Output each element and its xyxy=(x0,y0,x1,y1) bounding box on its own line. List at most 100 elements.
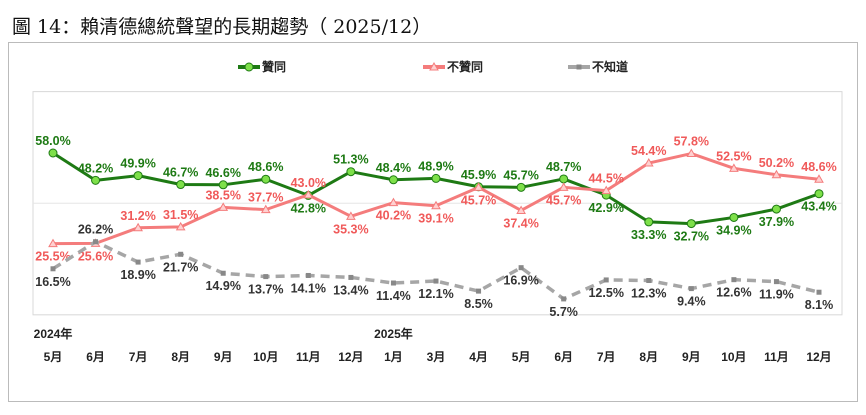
data-point xyxy=(516,205,526,214)
data-point xyxy=(48,148,58,158)
data-label: 45.9% xyxy=(461,168,496,182)
x-tick-label: 3月 xyxy=(427,350,446,364)
data-point xyxy=(218,180,228,190)
data-point xyxy=(263,274,269,280)
data-label: 48.9% xyxy=(418,159,453,173)
data-point xyxy=(814,174,824,183)
data-label: 39.1% xyxy=(418,212,453,226)
data-label: 16.9% xyxy=(503,274,538,288)
data-label: 52.5% xyxy=(716,149,751,163)
data-point xyxy=(176,180,186,190)
data-label: 44.5% xyxy=(588,172,623,186)
data-point xyxy=(688,286,694,292)
data-point xyxy=(175,221,186,231)
data-point xyxy=(305,272,311,278)
data-label: 42.8% xyxy=(291,201,326,215)
data-point xyxy=(561,296,567,302)
data-label: 9.4% xyxy=(677,295,706,309)
data-point xyxy=(731,277,737,283)
data-label: 40.2% xyxy=(376,209,411,223)
x-tick-label: 7月 xyxy=(597,350,616,364)
data-point xyxy=(646,278,652,284)
x-tick-label: 5月 xyxy=(44,350,63,364)
data-label: 48.4% xyxy=(376,161,411,175)
data-label: 21.7% xyxy=(163,260,198,274)
data-label: 43.0% xyxy=(291,176,326,190)
data-label: 54.4% xyxy=(631,144,666,158)
x-tick-label: 9月 xyxy=(214,350,233,364)
data-label: 31.5% xyxy=(163,208,198,222)
data-label: 11.4% xyxy=(376,289,411,303)
data-label: 25.6% xyxy=(78,249,113,263)
data-point xyxy=(601,185,612,195)
data-label: 12.5% xyxy=(588,286,623,300)
data-point xyxy=(816,289,822,295)
data-label: 14.1% xyxy=(291,281,326,295)
data-label: 31.2% xyxy=(120,209,155,223)
x-tick-label: 12月 xyxy=(806,350,831,364)
x-tick-label: 1月 xyxy=(384,350,403,364)
data-label: 12.3% xyxy=(631,287,666,301)
data-point xyxy=(558,182,569,191)
data-point xyxy=(260,204,271,214)
data-point xyxy=(346,167,356,177)
data-point xyxy=(771,204,781,214)
legend-label-2: 不知道 xyxy=(592,59,628,74)
data-point xyxy=(178,251,184,257)
data-point xyxy=(388,175,398,185)
data-point xyxy=(773,279,779,285)
year-label: 2024年 xyxy=(34,326,73,341)
data-label: 37.9% xyxy=(759,215,794,229)
data-label: 45.7% xyxy=(503,168,538,182)
data-point xyxy=(686,148,697,158)
data-point xyxy=(91,175,101,185)
data-point xyxy=(93,239,99,245)
data-label: 33.3% xyxy=(631,228,666,242)
data-label: 57.8% xyxy=(674,135,709,149)
data-label: 45.7% xyxy=(546,193,581,207)
data-label: 35.3% xyxy=(333,222,368,236)
data-label: 37.7% xyxy=(248,191,283,205)
data-label: 32.7% xyxy=(674,230,709,244)
data-label: 5.7% xyxy=(549,305,578,319)
data-point xyxy=(771,169,782,179)
x-tick-label: 8月 xyxy=(171,350,190,364)
data-label: 48.6% xyxy=(248,160,283,174)
data-label: 12.1% xyxy=(418,287,453,301)
x-tick-label: 10月 xyxy=(253,350,278,364)
data-label: 12.6% xyxy=(716,286,751,300)
data-label: 46.7% xyxy=(163,166,198,180)
data-point xyxy=(348,274,354,280)
x-tick-label: 11月 xyxy=(764,350,789,364)
data-label: 58.0% xyxy=(35,134,70,148)
data-point xyxy=(729,212,739,222)
x-tick-label: 8月 xyxy=(639,350,658,364)
data-label: 14.9% xyxy=(205,279,240,293)
data-label: 42.9% xyxy=(588,201,623,215)
data-label: 18.9% xyxy=(120,268,155,282)
data-point xyxy=(303,189,314,199)
data-point xyxy=(516,182,526,192)
data-label: 8.5% xyxy=(464,297,493,311)
data-label: 38.5% xyxy=(205,188,240,202)
data-label: 26.2% xyxy=(78,223,113,237)
data-label: 46.6% xyxy=(205,166,240,180)
data-point xyxy=(390,280,396,286)
data-point xyxy=(473,182,484,191)
x-tick-label: 6月 xyxy=(554,350,573,364)
data-label: 37.4% xyxy=(503,216,538,230)
data-point xyxy=(559,174,569,184)
x-tick-label: 6月 xyxy=(86,350,105,364)
data-point xyxy=(814,189,824,199)
chart-title: 圖 14：賴清德總統聲望的長期趨勢（ 2025/12） xyxy=(12,16,432,38)
data-label: 45.7% xyxy=(461,193,496,207)
data-point xyxy=(518,265,524,271)
data-label: 48.2% xyxy=(78,161,113,175)
data-label: 48.6% xyxy=(801,160,836,174)
year-label: 2025年 xyxy=(374,326,413,341)
x-tick-label: 10月 xyxy=(721,350,746,364)
data-label: 13.4% xyxy=(333,283,368,297)
legend-label-1: 不贊同 xyxy=(447,59,483,74)
data-point xyxy=(643,158,654,167)
